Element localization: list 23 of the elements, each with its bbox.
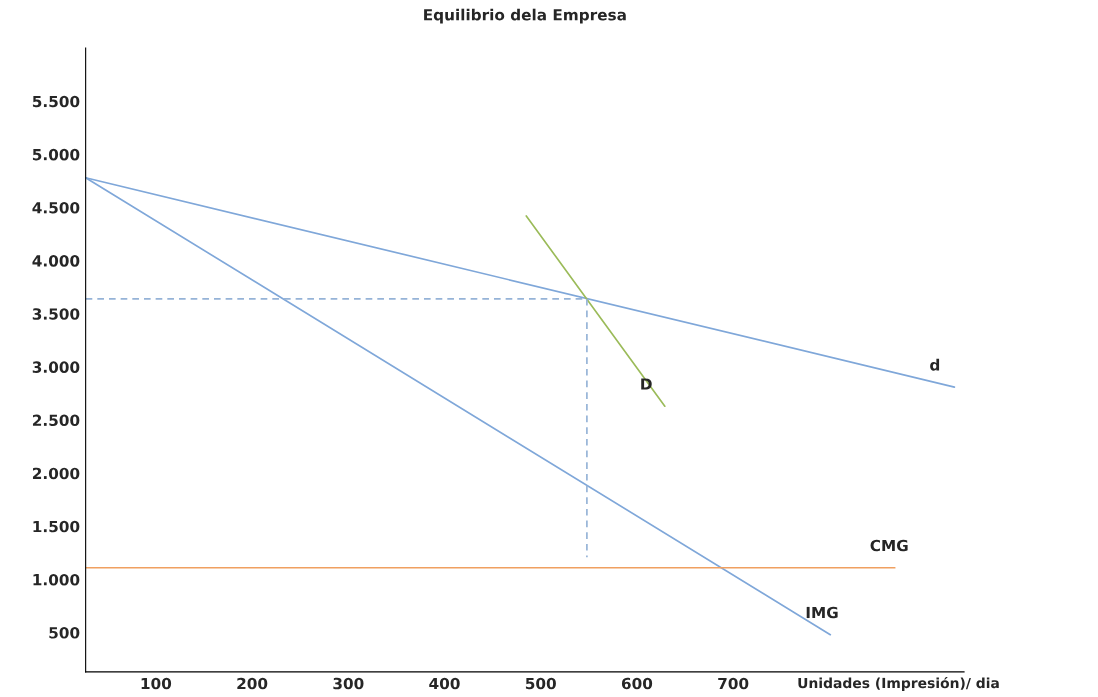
y-tick-label: 4.000 — [32, 255, 80, 267]
y-tick-label: 5.000 — [32, 148, 80, 161]
y-tick-label: 3.500 — [32, 308, 80, 320]
x-tick-label: 700 — [718, 677, 749, 690]
series-label: CMG — [870, 539, 908, 552]
x-tick-label: 500 — [525, 677, 556, 690]
y-tick-label: 2.000 — [32, 467, 80, 480]
y-tick-label: 3.000 — [32, 361, 80, 373]
y-tick-label: 1.000 — [33, 573, 80, 586]
x-tick-label: 400 — [429, 677, 460, 690]
x-tick-label: 600 — [621, 677, 653, 690]
x-tick-label: 200 — [237, 677, 268, 690]
x-axis-title: Unidades (Impresión)/ dia — [798, 676, 999, 691]
series-label: IMG — [806, 606, 838, 619]
y-tick-label: 1.500 — [33, 520, 80, 533]
chart-title: Equilibrio dela Empresa — [424, 8, 626, 24]
y-tick-label: 4.500 — [32, 201, 80, 214]
y-tick-label: 2.500 — [32, 414, 80, 427]
x-tick-label: 300 — [333, 677, 364, 690]
y-tick-label: 5.500 — [32, 95, 80, 108]
series-label: d — [930, 358, 940, 371]
y-tick-label: 500 — [49, 627, 80, 639]
x-tick-label: 100 — [141, 677, 172, 690]
